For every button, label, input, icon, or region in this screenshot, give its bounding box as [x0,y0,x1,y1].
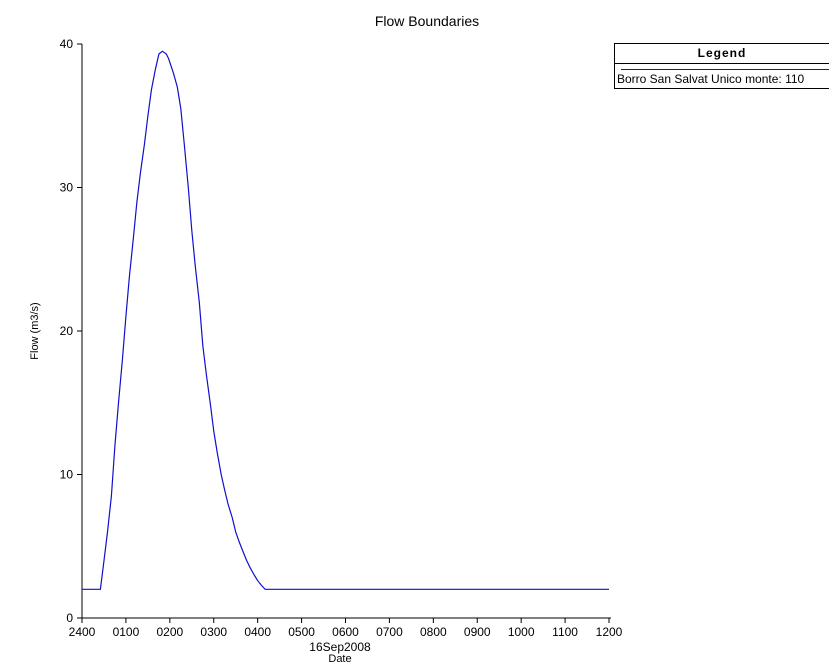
x-ticks: 2400 0100 0200 0300 0400 0500 0600 0700 0800 0900… [69,618,623,639]
y-tick-label: 10 [60,468,74,482]
legend-series-label: Borro San Salvat Unico monte: 110 [617,72,805,86]
x-tick-label: 0800 [420,625,447,639]
x-tick-label: 1000 [508,625,535,639]
y-tick-label: 30 [60,181,74,195]
x-axis-label: Date [328,653,351,663]
x-tick-label: 0700 [376,625,403,639]
series-group [82,50,609,590]
x-tick-label: 0100 [113,625,140,639]
x-tick-label: 0500 [288,625,315,639]
series-line [82,50,609,590]
legend-title: Legend [615,44,829,64]
x-tick-label: 2400 [69,625,96,639]
legend: Legend Borro San Salvat Unico monte: 110 [614,43,829,89]
y-tick-label: 0 [66,611,73,625]
y-tick-label: 20 [60,324,74,338]
y-ticks: 0 10 20 30 40 [60,37,82,625]
x-tick-label: 0400 [244,625,271,639]
x-tick-label: 0600 [332,625,359,639]
y-tick-label: 40 [60,37,74,51]
x-tick-label: 1100 [552,625,578,639]
x-axis-date-label: 16Sep2008 [309,640,371,654]
x-tick-label: 0300 [200,625,227,639]
x-tick-label: 0900 [464,625,491,639]
legend-line-swatch [621,69,829,70]
y-axis-label: Flow (m3/s) [29,302,41,359]
chart-title: Flow Boundaries [375,13,479,29]
x-tick-label: 0200 [156,625,183,639]
x-tick-label: 1200 [596,625,623,639]
